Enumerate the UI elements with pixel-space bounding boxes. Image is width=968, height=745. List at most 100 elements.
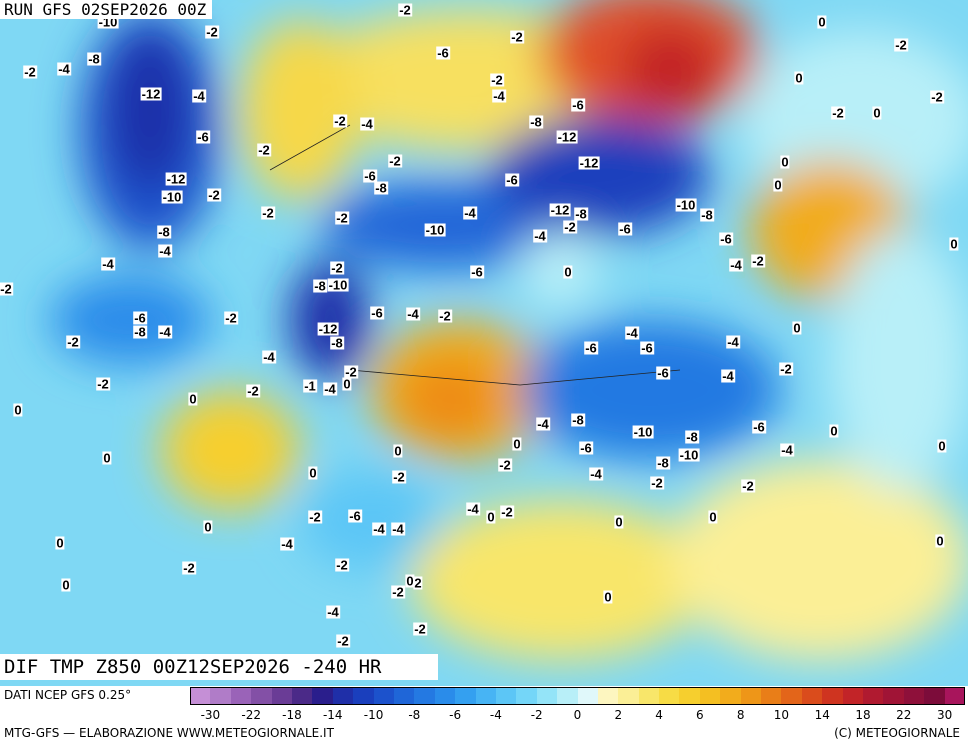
colorbar-swatch (822, 687, 844, 705)
colorbar-swatch (781, 687, 803, 705)
contour-label: -2 (207, 187, 221, 203)
colorbar-swatch (618, 687, 640, 705)
contour-label: -2 (500, 504, 514, 520)
contour-label: -8 (571, 412, 585, 428)
contour-label: -10 (161, 189, 183, 205)
contour-label: -12 (165, 171, 187, 187)
contour-label: 0 (405, 573, 415, 589)
contour-label: -2 (779, 361, 793, 377)
contour-label: -2 (335, 557, 349, 573)
contour-label: -12 (317, 321, 339, 337)
contour-label: 0 (486, 509, 496, 525)
contour-label: -2 (741, 478, 755, 494)
colorbar-swatch (699, 687, 721, 705)
colorbar-tick-label: 22 (896, 708, 912, 722)
contour-label: -10 (424, 222, 446, 238)
contour-label: -6 (640, 340, 654, 356)
contour-label: -6 (579, 440, 593, 456)
contour-label: -4 (101, 256, 115, 272)
contour-label: -2 (391, 584, 405, 600)
colorbar-swatch (312, 687, 334, 705)
contour-label: -8 (330, 335, 344, 351)
colorbar-swatch (210, 687, 232, 705)
contour-label: 0 (708, 509, 718, 525)
colorbar-swatch (251, 687, 273, 705)
colorbar-swatch (455, 687, 477, 705)
colorbar-tick-label: 30 (936, 708, 953, 722)
colorbar-swatch (495, 687, 517, 705)
temperature-anomaly-field (0, 0, 968, 686)
contour-label: 0 (829, 423, 839, 439)
contour-label: 0 (872, 105, 882, 121)
contour-label: -6 (370, 305, 384, 321)
contour-label: 0 (393, 443, 403, 459)
contour-label: -1 (303, 378, 317, 394)
contour-label: -4 (323, 381, 337, 397)
colorbar-swatch (883, 687, 905, 705)
contour-label: 0 (603, 589, 613, 605)
contour-label: -4 (192, 88, 206, 104)
contour-label: -8 (656, 455, 670, 471)
contour-label: 0 (563, 264, 573, 280)
colorbar-swatch (516, 687, 538, 705)
contour-label: -2 (205, 24, 219, 40)
contour-label: -6 (752, 419, 766, 435)
contour-label: -4 (466, 501, 480, 517)
contour-label: -4 (360, 116, 374, 132)
contour-label: -2 (182, 560, 196, 576)
colorbar-swatch (190, 687, 211, 705)
contour-label: -4 (158, 324, 172, 340)
colorbar-tick-label: 8 (736, 708, 745, 722)
colorbar-swatch (720, 687, 742, 705)
colorbar-tick-label: 0 (573, 708, 582, 722)
contour-label: -12 (140, 86, 162, 102)
contour-label: -4 (326, 604, 340, 620)
contour-label: -2 (333, 113, 347, 129)
colorbar-swatch (577, 687, 599, 705)
contour-label: -4 (158, 243, 172, 259)
contour-label: -8 (87, 51, 101, 67)
contour-label: -8 (529, 114, 543, 130)
contour-label: -2 (563, 219, 577, 235)
colorbar-tick-label: -22 (241, 708, 261, 722)
contour-label: -4 (372, 521, 386, 537)
contour-label: -6 (719, 231, 733, 247)
contour-label: -4 (726, 334, 740, 350)
contour-label: -4 (57, 61, 71, 77)
colorbar-tick-label: -10 (363, 708, 384, 722)
contour-label: -2 (66, 334, 80, 350)
colorbar-swatch (903, 687, 925, 705)
contour-label: -4 (589, 466, 603, 482)
contour-label: 0 (13, 402, 23, 418)
contour-label: -4 (280, 536, 294, 552)
colorbar-swatch (659, 687, 680, 705)
data-source: DATI NCEP GFS 0.25° (4, 688, 132, 702)
colorbar-tick-label: 10 (773, 708, 790, 722)
colorbar-tick-label: -2 (530, 708, 543, 722)
contour-label: -10 (675, 197, 697, 213)
map-caption: DIF TMP Z850 00Z12SEP2026 -240 HR (0, 654, 438, 680)
contour-label: -6 (436, 45, 450, 61)
colorbar-swatch (740, 687, 762, 705)
colorbar-tick-label: -6 (449, 708, 462, 722)
contour-label: -2 (650, 475, 664, 491)
contour-label: -2 (498, 457, 512, 473)
colorbar-tick-label: -4 (489, 708, 502, 722)
contour-label: -6 (505, 172, 519, 188)
contour-label: -2 (894, 37, 908, 53)
colorbar-tick-label: 18 (855, 708, 871, 722)
contour-label: -6 (348, 508, 362, 524)
contour-label: -12 (578, 155, 600, 171)
contour-label: 0 (308, 465, 318, 481)
contour-label: 0 (937, 438, 947, 454)
contour-label: -2 (335, 210, 349, 226)
contour-label: -12 (556, 129, 578, 145)
contour-label: -8 (157, 224, 171, 240)
contour-label: -2 (438, 308, 452, 324)
contour-label: -4 (533, 228, 547, 244)
colorbar-swatch (414, 687, 436, 705)
contour-label: -6 (133, 310, 147, 326)
contour-label: 0 (780, 154, 790, 170)
credit: MTG-GFS — ELABORAZIONE WWW.METEOGIORNALE… (4, 726, 334, 740)
